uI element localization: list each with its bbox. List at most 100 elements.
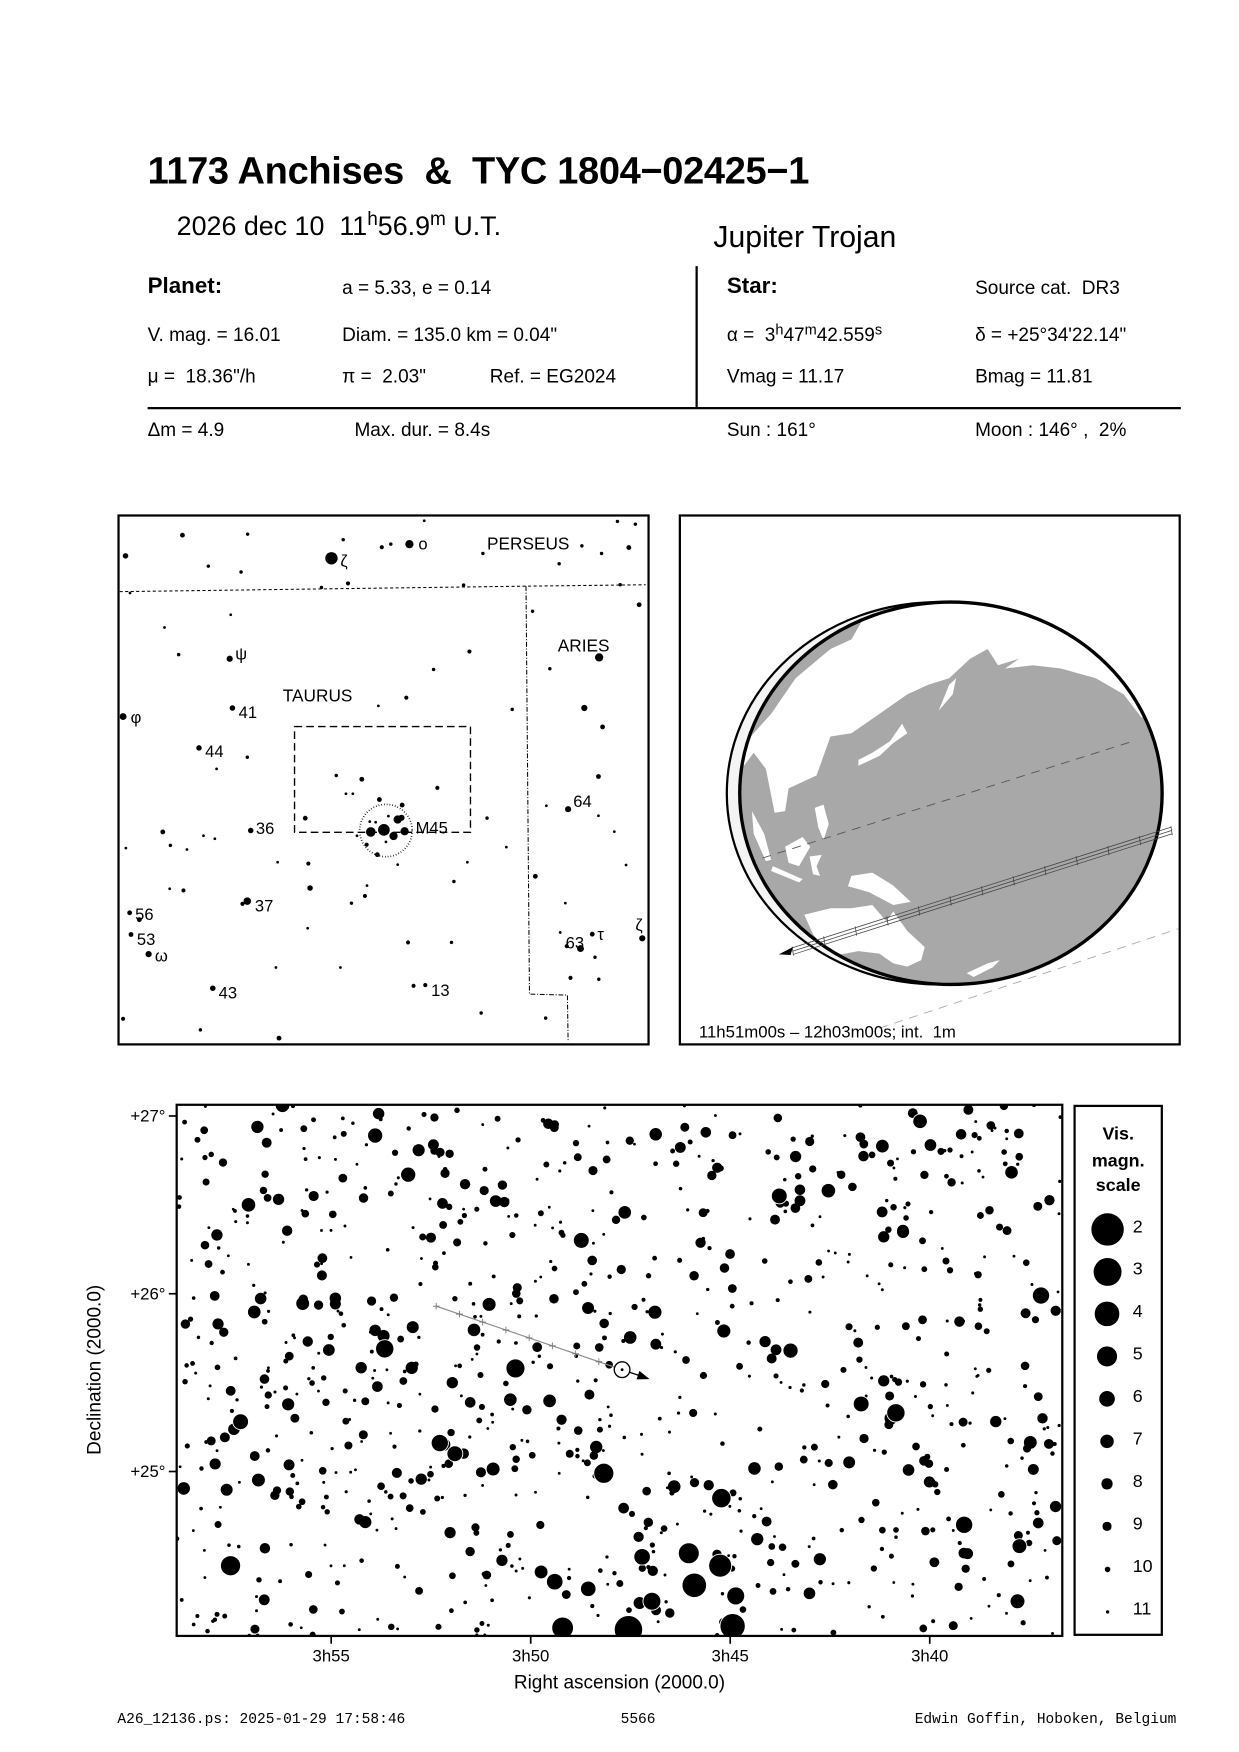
bright-star — [912, 1113, 928, 1130]
finder-star-label: 43 — [219, 984, 237, 1003]
star — [473, 1530, 480, 1536]
star — [349, 1256, 353, 1259]
star — [560, 1232, 566, 1238]
star — [430, 1113, 439, 1122]
star — [449, 1572, 456, 1580]
star — [1031, 1316, 1040, 1324]
star — [298, 1498, 306, 1506]
path-minute-tick — [1108, 846, 1109, 855]
star — [788, 1385, 792, 1390]
star — [659, 1345, 664, 1350]
star — [989, 1508, 993, 1512]
star — [813, 1553, 826, 1566]
star — [687, 1139, 693, 1145]
star — [202, 1548, 206, 1552]
bright-star — [633, 1548, 651, 1566]
star — [633, 1142, 636, 1146]
star — [747, 1374, 751, 1378]
star — [931, 1414, 935, 1418]
star — [444, 1459, 454, 1469]
star — [686, 1208, 690, 1212]
star — [659, 1531, 663, 1535]
star — [928, 1209, 934, 1215]
y-tick-label: +27° — [130, 1107, 165, 1126]
star — [342, 1564, 346, 1568]
finder-star — [185, 848, 189, 851]
star — [447, 1428, 455, 1437]
finder-star — [639, 935, 646, 942]
star — [259, 1543, 271, 1554]
finder-star — [530, 609, 535, 613]
finder-star — [411, 983, 416, 988]
legend-magnitude-label: 6 — [1132, 1387, 1143, 1407]
finder-star — [136, 917, 142, 923]
star — [703, 1480, 714, 1491]
event-datetime: 2026 dec 10 11h56.9m U.T. — [177, 208, 501, 243]
star — [638, 1564, 646, 1572]
star — [791, 1627, 797, 1633]
star — [865, 1274, 869, 1278]
star — [263, 1194, 272, 1202]
star — [196, 1335, 201, 1340]
star — [180, 1319, 191, 1329]
star — [825, 1403, 830, 1408]
star — [511, 1289, 521, 1298]
star-declination: δ = +25°34'22.14" — [975, 324, 1127, 346]
star — [351, 1121, 355, 1125]
star — [329, 1564, 333, 1568]
star — [387, 1190, 394, 1197]
star — [372, 1381, 383, 1392]
star — [430, 1146, 439, 1155]
star — [313, 1300, 324, 1310]
bright-star — [375, 1339, 395, 1359]
star — [1020, 1361, 1030, 1371]
star — [509, 1302, 513, 1306]
bright-star — [726, 1586, 746, 1606]
star — [389, 1293, 399, 1302]
star — [828, 1479, 838, 1490]
star — [1050, 1305, 1061, 1316]
magnitude-legend: Vis. magn. scale 2 3 4 5 6 7 8 9 10 11 — [1073, 1104, 1163, 1636]
star — [893, 1527, 899, 1533]
finder-star — [389, 542, 393, 546]
bright-star — [1031, 1286, 1051, 1305]
finder-star — [532, 873, 538, 879]
star — [259, 1385, 264, 1389]
star — [780, 1627, 784, 1631]
star — [1026, 1530, 1030, 1535]
star — [990, 1415, 1002, 1428]
star — [543, 1394, 556, 1408]
limit-line — [879, 920, 1178, 1029]
star — [739, 1529, 743, 1533]
legend-magnitude-label: 10 — [1132, 1557, 1153, 1577]
star — [879, 1546, 885, 1552]
star — [963, 1104, 974, 1115]
star — [322, 1398, 330, 1407]
star — [479, 1621, 485, 1626]
star — [386, 1401, 390, 1405]
star — [317, 1351, 321, 1355]
table-divider-vertical — [695, 266, 698, 409]
star — [623, 1331, 637, 1344]
star — [910, 1594, 915, 1598]
star — [427, 1478, 431, 1482]
star — [369, 1349, 374, 1354]
footer-file: A26_12136.ps: 2025-01-29 17:58:46 — [117, 1710, 406, 1728]
finder-star — [449, 940, 454, 945]
star — [282, 1398, 295, 1411]
finder-star — [302, 815, 308, 821]
star — [254, 1292, 267, 1305]
star — [931, 1619, 936, 1624]
finder-star — [359, 776, 365, 782]
star — [986, 1367, 992, 1373]
bright-star — [220, 1555, 242, 1577]
star — [665, 1486, 669, 1490]
star — [677, 1257, 683, 1263]
star — [773, 1154, 780, 1161]
legend-magnitude-label: 8 — [1132, 1472, 1143, 1492]
star — [367, 1499, 371, 1503]
star — [202, 1154, 208, 1161]
star — [589, 1451, 599, 1460]
star — [384, 1490, 388, 1494]
star — [690, 1475, 694, 1479]
